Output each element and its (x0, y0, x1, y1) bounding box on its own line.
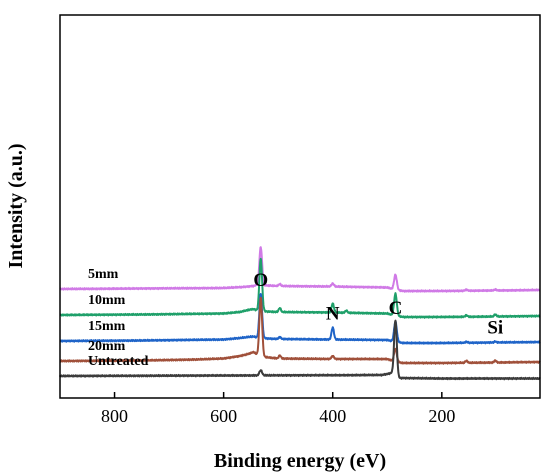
series-label-20mm: 20mm (88, 339, 126, 354)
series-line-untreated (59, 319, 541, 381)
peak-label-si: Si (487, 318, 503, 339)
series-line-10mm (59, 257, 541, 319)
x-axis-label: Binding energy (eV) (214, 450, 386, 472)
x-tick-label: 400 (319, 406, 346, 426)
x-tick-label: 800 (101, 406, 128, 426)
x-tick-label: 200 (428, 406, 455, 426)
series-line-5mm (59, 246, 541, 293)
peak-label-n: N (326, 304, 340, 325)
plot-frame (59, 14, 541, 399)
peak-label-o: O (253, 270, 268, 291)
series-layer (59, 246, 541, 381)
y-axis-label: Intensity (a.u.) (5, 143, 27, 268)
peak-label-c: C (389, 298, 403, 319)
series-label-5mm: 5mm (88, 267, 119, 282)
x-tick-label: 600 (210, 406, 237, 426)
series-line-20mm (59, 296, 541, 365)
series-label-untreated: Untreated (88, 354, 149, 369)
series-line-15mm (59, 292, 541, 345)
series-label-15mm: 15mm (88, 319, 126, 334)
x-axis-ticks: 800 600 400 200 (101, 392, 455, 426)
series-label-10mm: 10mm (88, 293, 126, 308)
